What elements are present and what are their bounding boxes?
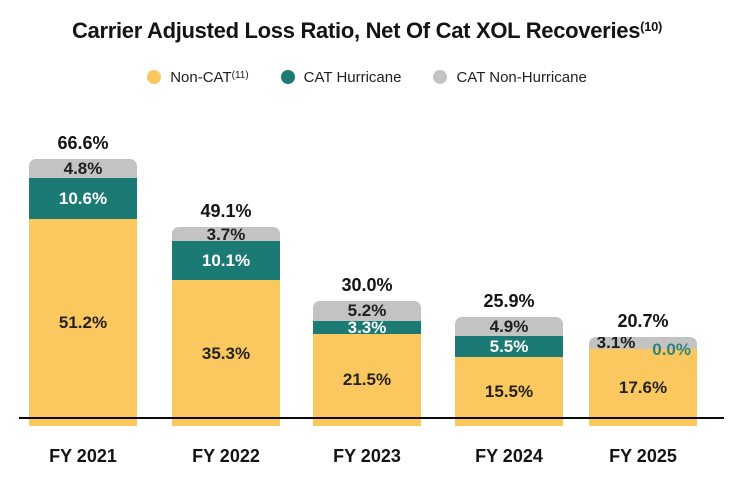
x-axis-label-fy-2021: FY 2021: [49, 446, 117, 466]
segment-value-label-cat-non-hurricane-fy-2024: 4.9%: [489, 316, 529, 336]
segment-value-label-cat-hurricane-fy-2021: 10.6%: [58, 188, 108, 208]
bar-segment-non-cat-fy-2022: 35.3%: [172, 280, 280, 426]
segment-value-label-cat-non-hurricane-fy-2023: 5.2%: [347, 301, 387, 321]
bar-segment-cat-hurricane-fy-2021: 10.6%: [29, 177, 137, 219]
bar-total-label-fy-2023: 30.0%: [341, 274, 393, 295]
legend-label-non-cat-text: Non-CAT: [170, 68, 232, 86]
bar-total-label-fy-2021: 66.6%: [57, 133, 109, 154]
segment-value-label-cat-non-hurricane-fy-2022: 3.7%: [206, 226, 246, 244]
segment-value-label-cat-non-hurricane-fy-2025: 3.1%: [596, 336, 636, 353]
legend-label-non-cat-superscript: (11): [231, 69, 249, 81]
x-axis-label-fy-2023: FY 2023: [333, 446, 401, 466]
bar-segment-cat-hurricane-fy-2023: 3.3%: [313, 317, 421, 337]
x-axis-label-fy-2025: FY 2025: [609, 446, 677, 466]
legend-label-cat-non-hurricane: CAT Non-Hurricane: [456, 68, 587, 86]
legend-swatch-cat-non-hurricane-icon: [433, 70, 448, 84]
bar-segment-cat-non-hurricane-fy-2023: 5.2%: [313, 300, 421, 321]
legend-label-cat-hurricane: CAT Hurricane: [303, 68, 402, 86]
bar-segment-cat-hurricane-fy-2024: 5.5%: [455, 335, 563, 357]
bar-segment-cat-non-hurricane-fy-2021: 4.8%: [29, 159, 137, 178]
bar-total-label-fy-2024: 25.9%: [483, 290, 535, 311]
bar-segment-cat-non-hurricane-fy-2022: 3.7%: [172, 226, 280, 244]
segment-value-label-cat-hurricane-fy-2023: 3.3%: [347, 317, 387, 337]
segment-value-label-cat-hurricane-fy-2024: 5.5%: [489, 336, 529, 356]
bar-segment-non-cat-fy-2024: 15.5%: [455, 357, 563, 426]
legend-item-non-cat: Non-CAT(11): [147, 69, 249, 86]
bar-segment-cat-hurricane-fy-2022: 10.1%: [172, 241, 280, 281]
legend-swatch-non-cat-icon: [147, 70, 162, 84]
legend-swatch-cat-hurricane-icon: [280, 70, 295, 84]
x-axis-label-fy-2024: FY 2024: [475, 446, 543, 466]
legend-item-cat-non-hurricane: CAT Non-Hurricane: [433, 68, 587, 86]
bar-segment-cat-non-hurricane-fy-2025: 3.1%: [589, 336, 697, 353]
bar-segment-cat-non-hurricane-fy-2024: 4.9%: [455, 316, 563, 336]
legend: Non-CAT(11) CAT Hurricane CAT Non-Hurric…: [0, 64, 734, 90]
bar-fy-2022: 3.7% 10.1% 35.3%: [172, 226, 280, 426]
segment-value-label-non-cat-fy-2022: 35.3%: [201, 343, 251, 363]
legend-label-non-cat: Non-CAT(11): [170, 69, 248, 86]
legend-item-cat-hurricane: CAT Hurricane: [280, 68, 402, 86]
bar-fy-2021: 4.8% 10.6% 51.2%: [29, 159, 137, 426]
chart-title: Carrier Adjusted Loss Ratio, Net Of Cat …: [0, 18, 734, 44]
segment-value-label-cat-hurricane-fy-2025: 0.0%: [652, 339, 691, 359]
bar-segment-non-cat-fy-2021: 51.2%: [29, 218, 137, 426]
bar-fy-2025: 3.1% 0.0% 17.6%: [589, 336, 697, 426]
bar-total-label-fy-2025: 20.7%: [617, 310, 669, 331]
bar-segment-non-cat-fy-2023: 21.5%: [313, 333, 421, 426]
segment-value-label-cat-hurricane-fy-2022: 10.1%: [201, 251, 251, 271]
segment-value-label-non-cat-fy-2025: 17.6%: [618, 377, 668, 397]
bar-fy-2024: 4.9% 5.5% 15.5%: [455, 316, 563, 426]
chart-title-text: Carrier Adjusted Loss Ratio, Net Of Cat …: [71, 18, 641, 43]
x-axis-line: [19, 417, 724, 419]
x-axis-label-fy-2022: FY 2022: [192, 446, 260, 466]
segment-value-label-non-cat-fy-2023: 21.5%: [342, 370, 392, 390]
bar-fy-2023: 5.2% 3.3% 21.5%: [313, 300, 421, 426]
segment-value-label-non-cat-fy-2021: 51.2%: [58, 312, 108, 332]
chart-title-footnote-superscript: (10): [640, 19, 663, 34]
bar-total-label-fy-2022: 49.1%: [200, 200, 252, 221]
segment-value-label-non-cat-fy-2024: 15.5%: [484, 381, 534, 401]
bar-segment-non-cat-fy-2025: 17.6%: [589, 348, 697, 426]
segment-value-label-cat-non-hurricane-fy-2021: 4.8%: [63, 159, 103, 179]
